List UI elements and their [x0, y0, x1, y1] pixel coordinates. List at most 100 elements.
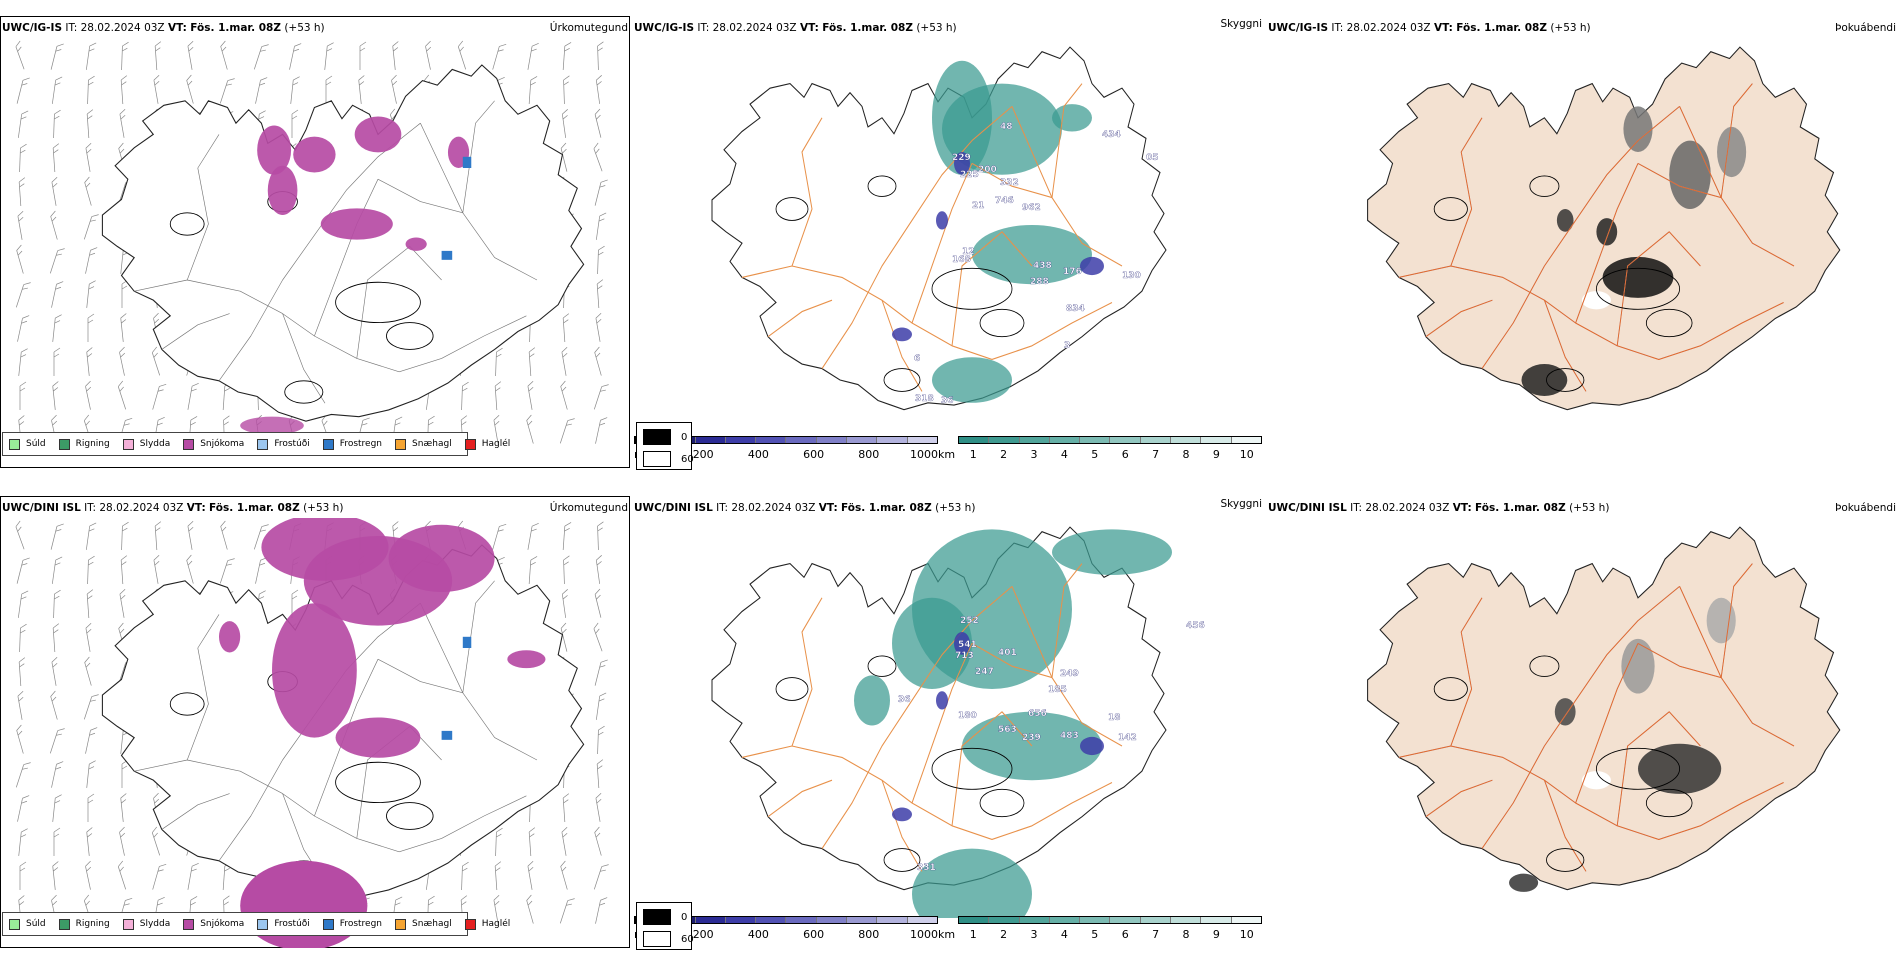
precip-legend-item: Haglél: [464, 918, 510, 930]
panel-title: Úrkomutegund: [549, 22, 628, 34]
vt-label: VT:: [1433, 22, 1453, 34]
colorbar-tick: 600: [803, 928, 825, 941]
precip-type-legend: Súld Rigning Slydda Snjókoma Frostúði Frostre…: [2, 432, 510, 456]
legend-label: Snjókoma: [200, 919, 245, 929]
colorbar-tick: 400: [747, 928, 769, 941]
vt-label: VT:: [186, 502, 206, 514]
it-value: 28.02.2024 03Z: [1346, 22, 1431, 34]
precip-type-map: [15, 40, 609, 445]
legend-swatch: [395, 918, 407, 930]
legend-swatch: [643, 429, 671, 445]
vt-value: Fös. 1.mar. 08Z: [190, 22, 281, 34]
visibility-value-label: 05: [1146, 153, 1159, 163]
fog-index-map: [1367, 526, 1841, 892]
panel-header: UWC/DINI ISL IT: 28.02.2024 03Z VT: Fös.…: [2, 502, 343, 514]
visibility-value-label: 36: [898, 695, 911, 705]
legend-label: Súld: [26, 919, 46, 929]
legend-label: Snjókoma: [200, 439, 245, 449]
colorbar-tick: 3: [1030, 928, 1038, 941]
colorbar-tick: 3: [1030, 448, 1038, 461]
visibility-value-label: 6: [914, 354, 920, 364]
vt-value: Fös. 1.mar. 08Z: [1456, 22, 1547, 34]
visibility-value-label: 3: [1064, 341, 1070, 351]
vt-value: Fös. 1.mar. 08Z: [209, 502, 300, 514]
colorbar-tick: 6: [1121, 928, 1129, 941]
precip-legend-item: Slydda: [122, 918, 170, 930]
colorbar-tick: 4: [1060, 448, 1068, 461]
visibility-value-label: 456: [1186, 621, 1205, 631]
visibility-value-label: 48: [1000, 122, 1013, 132]
legend-label: Slydda: [139, 439, 171, 449]
vt-value: Fös. 1.mar. 08Z: [1475, 502, 1566, 514]
panel-title: Þokuábendi: [1835, 22, 1896, 34]
visibility-value-label: 185: [1048, 685, 1067, 695]
it-label: IT:: [84, 502, 97, 514]
visibility-value-label: 434: [1102, 130, 1121, 140]
it-label: IT:: [1350, 502, 1363, 514]
visibility-value-label: 483: [1060, 731, 1079, 741]
panel-header: UWC/DINI ISL IT: 28.02.2024 03Z VT: Fös.…: [634, 502, 975, 514]
legend-swatch: [322, 918, 334, 930]
fog-index-panel-dini: UWC/DINI ISL IT: 28.02.2024 03Z VT: Fös.…: [1266, 490, 1900, 950]
visibility-value-label: 746: [995, 196, 1014, 206]
visibility-value-label: 168: [952, 255, 971, 265]
precip-legend-item: Snjókoma: [183, 918, 245, 930]
colorbar-tick: 9: [1212, 448, 1220, 461]
visibility-value-label: 247: [975, 667, 994, 677]
visibility-value-label: 225: [960, 170, 979, 180]
legend-label: Rigning: [75, 439, 110, 449]
lead-time: (+53 h): [935, 502, 976, 514]
legend-swatch: [122, 438, 134, 450]
vt-value: Fös. 1.mar. 08Z: [841, 502, 932, 514]
visibility-value-label: 130: [1122, 271, 1141, 281]
visibility-value-label: 12: [962, 247, 975, 257]
visibility-value-label: 249: [1060, 669, 1079, 679]
legend-swatch: [183, 918, 195, 930]
panel-header: UWC/IG-IS IT: 28.02.2024 03Z VT: Fös. 1.…: [2, 22, 325, 34]
legend-label: 60: [681, 933, 694, 945]
model-name: UWC/IG-IS: [634, 22, 695, 34]
legend-swatch: [257, 438, 269, 450]
vt-label: VT:: [799, 22, 819, 34]
it-label: IT:: [697, 22, 710, 34]
visibility-colorbars: m02004006008001000km12345678910: [632, 436, 1266, 466]
lead-time: (+53 h): [1550, 22, 1591, 34]
fog-legend: 0 60: [636, 902, 694, 950]
legend-swatch: [464, 918, 476, 930]
precip-legend-item: Rigning: [58, 438, 110, 450]
it-label: IT:: [65, 22, 78, 34]
visibility-value-label: 239: [1022, 733, 1041, 743]
fog-index-map: [1367, 46, 1841, 411]
it-value: 28.02.2024 03Z: [1365, 502, 1450, 514]
precip-legend-item: Slydda: [122, 438, 171, 450]
legend-label: Haglél: [481, 439, 511, 449]
colorbar-tick: 1000: [910, 448, 938, 461]
legend-swatch: [643, 931, 671, 947]
fog-legend: 0 60: [636, 422, 694, 470]
model-name: UWC/IG-IS: [1268, 22, 1329, 34]
legend-label: Frostúði: [274, 919, 310, 929]
colorbar-tick: 8: [1182, 928, 1190, 941]
colorbar-unit: km: [938, 928, 956, 941]
legend-label: Frostúði: [274, 439, 310, 449]
visibility-value-label: 438: [1033, 261, 1052, 271]
visibility-value-label: 200: [978, 165, 997, 175]
vt-label: VT:: [818, 502, 838, 514]
visibility-value-label: 18: [1108, 713, 1121, 723]
precip-legend-item: Frostúði: [257, 438, 310, 450]
visibility-value-label: 36: [941, 396, 954, 406]
visibility-value-label: 332: [1000, 178, 1019, 188]
colorbar-tick: 5: [1091, 448, 1099, 461]
colorbar-tick: 7: [1152, 928, 1160, 941]
panel-header: UWC/IG-IS IT: 28.02.2024 03Z VT: Fös. 1.…: [1268, 22, 1591, 34]
visibility-value-label: 656: [1028, 709, 1047, 719]
visibility-value-label: 229: [952, 153, 971, 163]
lead-time: (+53 h): [916, 22, 957, 34]
visibility-colorbars: m02004006008001000km12345678910: [632, 916, 1266, 946]
lead-time: (+53 h): [1569, 502, 1610, 514]
panel-title: Úrkomutegund: [549, 502, 628, 514]
visibility-value-label: 401: [998, 648, 1017, 658]
colorbar-tick: 400: [747, 448, 769, 461]
legend-swatch: [643, 909, 671, 925]
fog-legend-item: 60: [643, 931, 694, 947]
